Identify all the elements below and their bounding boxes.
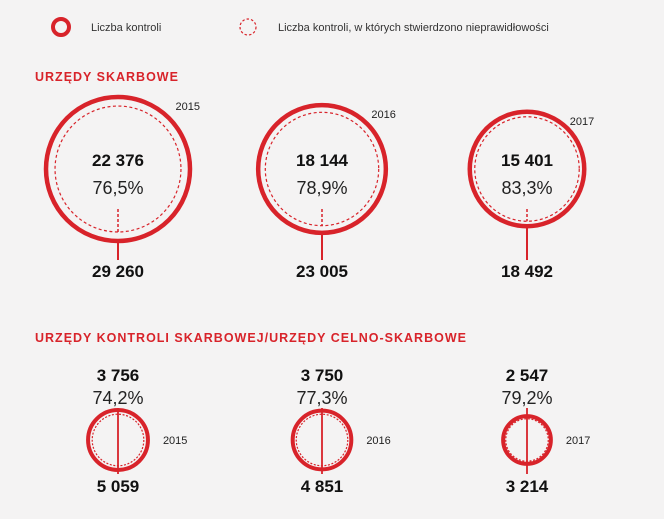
irregularities-percent-label: 77,3% [296, 388, 347, 408]
total-controls-circle [290, 408, 354, 472]
year-label: 2017 [566, 435, 590, 447]
legend: Liczba kontroli Liczba kontroli, w który… [51, 17, 549, 37]
total-value-label: 5 059 [97, 477, 140, 496]
section-title-ucs: URZĘDY KONTROLI SKARBOWEJ/URZĘDY CELNO-S… [35, 331, 467, 345]
year-label: 2015 [176, 101, 200, 113]
chart-marks: 22 376 76,5% 2015 29 260 18 144 78,9% 2016 23 0… [43, 94, 594, 496]
total-value-label: 18 492 [501, 262, 553, 281]
irregularities-circle [91, 413, 145, 467]
total-value-label: 3 214 [506, 477, 549, 496]
irregularities-value-label: 2 547 [506, 366, 549, 385]
irregularities-value-label: 3 750 [301, 366, 344, 385]
irregularities-value-label: 18 144 [296, 151, 349, 170]
total-controls-circle [501, 414, 553, 466]
legend-solid-circle-icon [51, 17, 71, 37]
irregularities-value-label: 15 401 [501, 151, 553, 170]
year-label: 2017 [570, 116, 594, 128]
irregularities-circle [54, 105, 182, 233]
irregularities-value-label: 3 756 [97, 366, 140, 385]
year-label: 2016 [371, 109, 395, 121]
irregularities-percent-label: 78,9% [296, 178, 347, 198]
irregularities-circle [295, 413, 349, 467]
year-label: 2015 [163, 435, 187, 447]
irregularities-percent-label: 74,2% [92, 388, 143, 408]
total-value-label: 29 260 [92, 262, 144, 281]
section-title-us: URZĘDY SKARBOWE [35, 70, 179, 84]
legend-dashed-circle-icon [239, 18, 257, 36]
total-value-label: 23 005 [296, 262, 348, 281]
irregularities-percent-label: 79,2% [501, 388, 552, 408]
irregularities-circle [474, 116, 580, 222]
total-value-label: 4 851 [301, 477, 344, 496]
irregularities-value-label: 22 376 [92, 151, 144, 170]
legend-dashed-label: Liczba kontroli, w których stwierdzono n… [278, 22, 549, 34]
irregularities-circle [505, 418, 549, 462]
irregularities-percent-label: 83,3% [501, 178, 552, 198]
irregularities-percent-label: 76,5% [92, 178, 143, 198]
legend-solid-label: Liczba kontroli [91, 22, 161, 34]
year-label: 2016 [366, 435, 390, 447]
total-controls-circle [86, 408, 150, 472]
